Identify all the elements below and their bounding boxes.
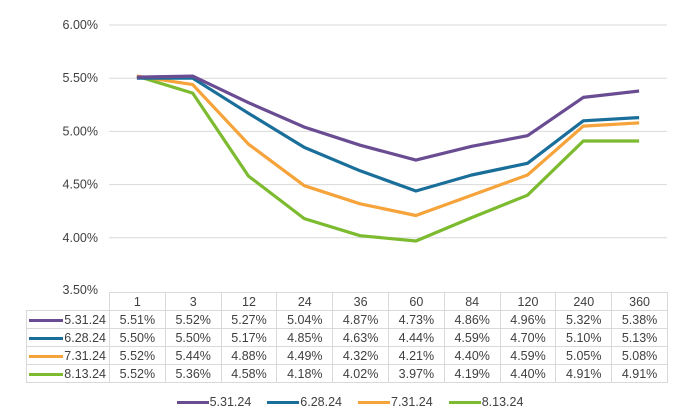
data-label: 5.10% bbox=[555, 328, 613, 347]
data-label: 5.52% bbox=[109, 364, 166, 383]
x-category-label: 240 bbox=[555, 292, 613, 311]
series-name: 5.31.24 bbox=[64, 312, 106, 327]
x-category-label: 84 bbox=[443, 292, 501, 311]
data-label: 3.97% bbox=[387, 364, 445, 383]
legend-item: 5.31.24 bbox=[176, 395, 252, 409]
data-label: 5.36% bbox=[164, 364, 222, 383]
y-tick-label: 3.50% bbox=[63, 283, 98, 297]
x-category-label: 120 bbox=[499, 292, 557, 311]
series-name: 6.28.24 bbox=[64, 330, 106, 345]
data-label: 5.27% bbox=[220, 310, 278, 329]
x-category-label: 24 bbox=[276, 292, 334, 311]
data-label: 4.87% bbox=[332, 310, 389, 329]
legend-swatch-icon bbox=[448, 401, 481, 405]
data-table-header-row: 1 3 12 24 36 60 84 120 240 360 bbox=[27, 292, 668, 311]
data-table: 1 3 12 24 36 60 84 120 240 360 5.31.24 5.51% 5.52% 5… bbox=[26, 292, 668, 383]
data-label: 4.02% bbox=[332, 364, 389, 383]
data-table-row: 5.31.24 5.51% 5.52% 5.27% 5.04% 4.87% 4.73% 4.8… bbox=[26, 310, 668, 329]
data-label: 5.17% bbox=[220, 328, 278, 347]
data-label: 4.86% bbox=[443, 310, 501, 329]
legend-label: 7.31.24 bbox=[391, 395, 433, 409]
series-line-8-13-24 bbox=[136, 74, 640, 243]
data-table-row: 8.13.24 5.52% 5.36% 4.58% 4.18% 4.02% 3.97% 4.1… bbox=[26, 364, 668, 383]
legend-label: 6.28.24 bbox=[300, 395, 342, 409]
legend-swatch-icon bbox=[267, 401, 300, 405]
data-label: 4.73% bbox=[387, 310, 445, 329]
data-label: 4.40% bbox=[499, 364, 557, 383]
data-label: 5.05% bbox=[555, 346, 613, 365]
x-category-label: 1 bbox=[109, 292, 166, 311]
legend-key-icon bbox=[29, 336, 64, 340]
series-line-5-31-24 bbox=[136, 74, 640, 162]
legend-label: 8.13.24 bbox=[481, 395, 524, 409]
data-label: 4.91% bbox=[611, 364, 668, 383]
y-tick-label: 5.00% bbox=[63, 124, 98, 138]
data-table-row: 7.31.24 5.52% 5.44% 4.88% 4.49% 4.32% 4.21% 4.4… bbox=[26, 346, 668, 365]
legend-item: 7.31.24 bbox=[358, 395, 433, 409]
data-label: 5.51% bbox=[109, 310, 166, 329]
data-label: 4.63% bbox=[332, 328, 389, 347]
data-label: 4.70% bbox=[499, 328, 557, 347]
data-label: 4.21% bbox=[387, 346, 445, 365]
legend-item: 6.28.24 bbox=[267, 395, 342, 409]
series-line-7-31-24 bbox=[136, 74, 640, 218]
y-tick-label: 5.50% bbox=[63, 71, 98, 85]
data-label: 4.40% bbox=[443, 346, 501, 365]
legend-key-icon bbox=[29, 354, 64, 358]
data-table-row-header: 6.28.24 bbox=[26, 328, 110, 347]
data-label: 4.58% bbox=[220, 364, 278, 383]
data-table-row-header: 8.13.24 bbox=[26, 364, 110, 383]
data-label: 5.52% bbox=[109, 346, 166, 365]
data-label: 4.44% bbox=[387, 328, 445, 347]
x-category-label: 3 bbox=[164, 292, 222, 311]
series-name: 7.31.24 bbox=[64, 348, 106, 363]
y-axis-tick-labels: 6.00% 5.50% 5.00% 4.50% 4.00% 3.50% bbox=[63, 18, 98, 297]
data-label: 5.13% bbox=[611, 328, 668, 347]
data-label: 5.44% bbox=[164, 346, 222, 365]
legend-key-icon bbox=[29, 372, 64, 376]
data-label: 5.08% bbox=[611, 346, 668, 365]
data-label: 4.18% bbox=[276, 364, 334, 383]
series-name: 8.13.24 bbox=[64, 366, 106, 381]
data-label: 4.59% bbox=[443, 328, 501, 347]
legend-key-icon bbox=[29, 318, 64, 322]
legend-item: 8.13.24 bbox=[448, 395, 524, 409]
data-label: 4.19% bbox=[443, 364, 501, 383]
legend-label: 5.31.24 bbox=[209, 395, 252, 409]
data-label: 4.91% bbox=[555, 364, 613, 383]
data-label: 5.52% bbox=[164, 310, 222, 329]
legend-swatch-icon bbox=[358, 401, 390, 405]
data-label: 5.50% bbox=[109, 328, 166, 347]
data-label: 5.32% bbox=[555, 310, 613, 329]
legend-swatch-icon bbox=[176, 401, 209, 405]
data-table-row-header: 5.31.24 bbox=[26, 310, 110, 329]
x-category-label: 360 bbox=[611, 292, 668, 311]
legend: 5.31.24 6.28.24 7.31.24 8.13.24 bbox=[0, 395, 700, 409]
x-category-label: 60 bbox=[387, 292, 445, 311]
series-line-6-28-24 bbox=[136, 76, 640, 193]
data-label: 4.49% bbox=[276, 346, 334, 365]
y-tick-label: 4.50% bbox=[63, 178, 98, 192]
x-category-label: 36 bbox=[332, 292, 389, 311]
data-label: 5.50% bbox=[164, 328, 222, 347]
data-table-corner bbox=[27, 293, 110, 311]
series-lines bbox=[136, 74, 640, 243]
data-label: 4.88% bbox=[220, 346, 278, 365]
data-label: 4.85% bbox=[276, 328, 334, 347]
data-label: 4.96% bbox=[499, 310, 557, 329]
data-table-row-header: 7.31.24 bbox=[26, 346, 110, 365]
data-label: 5.38% bbox=[611, 310, 668, 329]
x-category-label: 12 bbox=[220, 292, 278, 311]
gridlines bbox=[109, 24, 667, 239]
y-tick-label: 6.00% bbox=[63, 18, 98, 32]
y-tick-label: 4.00% bbox=[63, 231, 98, 245]
data-label: 4.32% bbox=[332, 346, 389, 365]
data-label: 5.04% bbox=[276, 310, 334, 329]
data-table-row: 6.28.24 5.50% 5.50% 5.17% 4.85% 4.63% 4.44% 4.5… bbox=[26, 328, 668, 347]
data-label: 4.59% bbox=[499, 346, 557, 365]
